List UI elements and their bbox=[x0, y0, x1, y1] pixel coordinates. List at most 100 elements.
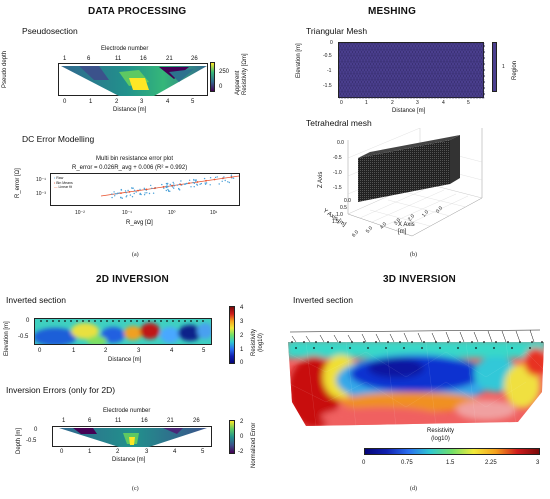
raw-point bbox=[195, 179, 197, 181]
raw-point bbox=[173, 187, 175, 189]
dc-error-title: DC Error Modelling bbox=[22, 134, 95, 144]
x-tick: 1 bbox=[89, 99, 93, 105]
panel-d-heading: 3D INVERSION bbox=[383, 274, 456, 285]
tetrahedral-block-side bbox=[450, 135, 460, 184]
pseudosection-title: Pseudosection bbox=[22, 26, 78, 36]
dc-error-equation: R_error = 0.026R_avg + 0.006 (R² = 0.992… bbox=[72, 165, 188, 171]
colorbar-tick: 0 bbox=[362, 460, 366, 466]
x-tick: 4 bbox=[442, 100, 445, 106]
raw-point bbox=[165, 186, 167, 189]
bin-mean-point bbox=[171, 184, 173, 187]
x-tick: 1 bbox=[88, 449, 92, 455]
colorbar-tick: 250 bbox=[219, 69, 230, 75]
inverted-2d-y-label: Elevation [m] bbox=[4, 321, 10, 356]
raw-point bbox=[120, 189, 123, 191]
top-tick: 21 bbox=[166, 56, 173, 62]
top-tick: 11 bbox=[115, 418, 122, 424]
raw-point bbox=[173, 185, 175, 187]
bin-mean-point bbox=[137, 189, 139, 192]
x-tick: 0 bbox=[38, 348, 42, 354]
top-tick: 1 bbox=[63, 56, 67, 62]
x-tick: 5 bbox=[201, 449, 205, 455]
bin-mean-point bbox=[205, 179, 207, 182]
panel-b-heading: MESHING bbox=[368, 6, 417, 17]
pseudosection-plot bbox=[58, 63, 208, 96]
raw-point bbox=[125, 192, 127, 194]
raw-point bbox=[216, 176, 218, 178]
z-tick: -1.0 bbox=[333, 170, 342, 176]
raw-point bbox=[131, 196, 134, 198]
x-tick: 1 bbox=[72, 348, 76, 354]
top-tick: 26 bbox=[193, 418, 200, 424]
raw-point bbox=[125, 196, 127, 198]
raw-point bbox=[151, 187, 153, 189]
colorbar-tick: 2 bbox=[240, 333, 244, 339]
z-tick: -1.5 bbox=[333, 185, 342, 191]
pseudosection-top-axis-label: Electrode number bbox=[101, 46, 149, 52]
raw-point bbox=[193, 186, 195, 188]
x-tick: 3 bbox=[137, 348, 141, 354]
raw-point bbox=[188, 179, 191, 181]
triangular-y-label: Elevation [m] bbox=[296, 43, 302, 78]
bin-mean-point bbox=[179, 183, 182, 186]
raw-point bbox=[232, 177, 235, 179]
z-axis-label: Z Axis bbox=[318, 171, 324, 188]
y-tick: 1.0 bbox=[336, 212, 343, 218]
y-tick: 10⁻¹ bbox=[36, 177, 46, 183]
raw-point bbox=[152, 192, 155, 194]
triangular-mesh-title: Triangular Mesh bbox=[306, 26, 368, 36]
raw-point bbox=[165, 182, 168, 185]
raw-point bbox=[165, 185, 168, 187]
raw-point bbox=[204, 182, 206, 184]
dc-error-x-ticks: 10⁻² 10⁻¹ 10⁰ 10¹ bbox=[50, 210, 240, 218]
inverted-2d-x-label: Distance [m] bbox=[108, 357, 142, 363]
inverted-section-2d-title: Inverted section bbox=[6, 295, 67, 305]
raw-point bbox=[140, 193, 142, 196]
raw-point bbox=[124, 190, 127, 192]
inverted-section-2d-image bbox=[35, 319, 211, 344]
raw-point bbox=[180, 180, 182, 182]
legend-linear-fit: — Linear fit bbox=[54, 185, 72, 189]
raw-point bbox=[111, 193, 113, 195]
dc-error-legend: • Raw • Bin Means — Linear fit bbox=[54, 176, 73, 190]
dc-error-plot: • Raw • Bin Means — Linear fit bbox=[50, 173, 240, 206]
pseudosection-x-ticks: 0 1 2 3 4 5 bbox=[58, 99, 208, 107]
x-tick: 3 bbox=[140, 99, 144, 105]
x-tick: 4.0 bbox=[378, 221, 389, 231]
panel-d-caption: (d) bbox=[410, 486, 417, 492]
bin-mean-point bbox=[145, 188, 148, 191]
raw-point bbox=[144, 192, 146, 194]
raw-point bbox=[228, 181, 230, 184]
bin-mean-point bbox=[128, 191, 131, 193]
raw-point bbox=[139, 188, 141, 191]
inverted-section-3d-title: Inverted section bbox=[293, 295, 354, 305]
colorbar-tick: 3 bbox=[536, 460, 540, 466]
y-tick: -1.5 bbox=[323, 83, 332, 89]
y-tick: 0 bbox=[330, 40, 333, 46]
raw-point bbox=[169, 183, 171, 186]
panel-a-heading: DATA PROCESSING bbox=[88, 6, 187, 17]
raw-point bbox=[118, 192, 120, 194]
colorbar-label-line1: Resistivity bbox=[251, 328, 257, 356]
x-axis-label: X Axis [m] bbox=[398, 222, 415, 235]
z-tick: 0.0 bbox=[337, 140, 344, 146]
colorbar-label-line1: Resistivity bbox=[427, 428, 455, 434]
pseudosection-x-label: Distance [m] bbox=[113, 107, 147, 113]
inversion-errors-title: Inversion Errors (only for 2D) bbox=[6, 385, 116, 395]
x-tick: 5 bbox=[202, 348, 206, 354]
raw-point bbox=[227, 181, 229, 183]
raw-point bbox=[120, 196, 122, 199]
raw-point bbox=[195, 180, 197, 182]
raw-point bbox=[111, 196, 113, 199]
colorbar-tick: 2.25 bbox=[485, 460, 497, 466]
raw-point bbox=[167, 182, 169, 185]
x-tick: 2 bbox=[115, 99, 119, 105]
tetrahedral-mesh-title: Tetrahedral mesh bbox=[306, 118, 372, 128]
raw-point bbox=[193, 182, 196, 184]
y-tick: -0.5 bbox=[18, 334, 29, 340]
x-tick: 10⁰ bbox=[168, 210, 176, 216]
raw-point bbox=[165, 189, 167, 192]
colorbar-tick: 1.5 bbox=[446, 460, 455, 466]
x-tick: 5.0 bbox=[364, 225, 375, 235]
inverted-2d-colorbar bbox=[229, 306, 235, 364]
